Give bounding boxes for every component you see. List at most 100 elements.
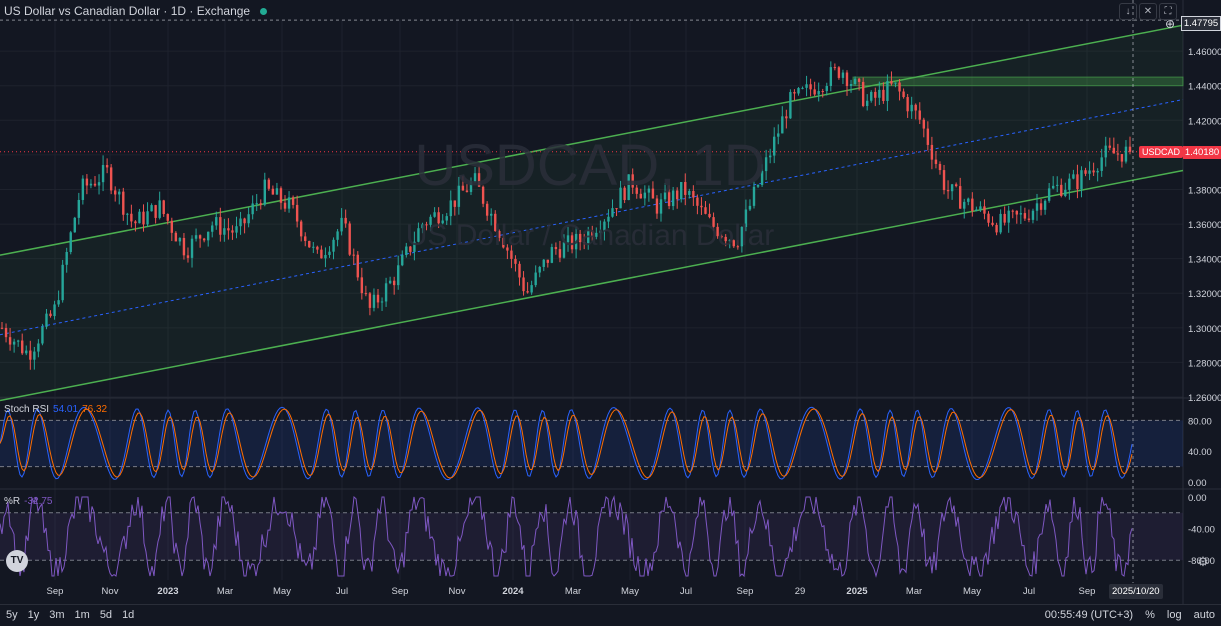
- time-tick-label: Sep: [47, 586, 64, 597]
- candle-body: [647, 188, 651, 193]
- time-tick-label: Sep: [1079, 586, 1096, 597]
- range-3m[interactable]: 3m: [49, 609, 65, 621]
- candle-body: [37, 343, 40, 352]
- channel-fill: [0, 25, 1183, 401]
- watermark-symbol: USDCAD, 1D: [414, 133, 765, 198]
- candle-body: [578, 233, 582, 243]
- stoch-k-line: [0, 406, 1133, 481]
- candle-body: [25, 350, 28, 354]
- candle-body: [684, 181, 687, 195]
- percent-toggle[interactable]: %: [1145, 609, 1155, 621]
- candle-body: [825, 85, 828, 92]
- range-1d[interactable]: 1d: [122, 609, 135, 621]
- candle-body: [441, 220, 444, 224]
- candle-body: [942, 170, 946, 191]
- candle-body: [457, 185, 461, 207]
- grid-lines: [0, 0, 1221, 604]
- candle-body: [1092, 170, 1095, 173]
- clock-time[interactable]: 00:55:49 (UTC+3): [1044, 609, 1134, 621]
- candle-body: [360, 277, 364, 294]
- price-tick-label: 1.46000: [1188, 47, 1221, 58]
- add-icon: ⊕: [1165, 17, 1175, 31]
- time-axis[interactable]: Sep Nov 2023 Mar May Jul Sep Nov 2024 Mar May Jul Se…: [47, 586, 1096, 597]
- arrow-down-icon[interactable]: ↓: [1119, 3, 1137, 20]
- candle-body: [243, 218, 246, 224]
- stoch-rsi-d-value: 76.32: [82, 404, 108, 415]
- candle-body: [308, 240, 311, 248]
- candle-body: [1051, 185, 1055, 189]
- candle-body: [1003, 213, 1006, 223]
- candle-body: [41, 326, 44, 344]
- candle-body: [550, 247, 554, 263]
- range-5d[interactable]: 5d: [99, 609, 113, 621]
- candle-body: [732, 240, 735, 247]
- candle-body: [918, 110, 921, 120]
- maximize-icon[interactable]: ⛶: [1159, 3, 1177, 20]
- range-5y[interactable]: 5y: [6, 609, 18, 621]
- price-tick-label: 1.30000: [1188, 324, 1221, 335]
- candle-body: [813, 89, 816, 95]
- candle-body: [158, 200, 161, 218]
- candle-body: [170, 220, 174, 233]
- candle-body: [1076, 174, 1079, 190]
- candle-body: [267, 179, 271, 189]
- candle-body: [316, 246, 319, 250]
- log-toggle[interactable]: log: [1166, 609, 1182, 621]
- range-1y[interactable]: 1y: [27, 609, 40, 621]
- tradingview-logo[interactable]: TV: [6, 550, 28, 572]
- candle-body: [469, 181, 473, 192]
- regression-channel[interactable]: [0, 24, 1184, 402]
- candle-body: [490, 213, 493, 216]
- candle-body: [882, 89, 885, 102]
- candle-body: [999, 213, 1002, 233]
- candle-body: [950, 184, 954, 192]
- candle-body: [202, 238, 206, 241]
- candle-body: [1039, 203, 1043, 210]
- candle-body: [894, 82, 897, 84]
- time-tick-label: 2023: [157, 586, 178, 597]
- candle-body: [712, 217, 715, 227]
- willr-band: [0, 512, 1183, 561]
- candle-body: [1088, 170, 1091, 174]
- stoch-rsi-legend[interactable]: Stoch RSI 54.01 76.32: [4, 404, 107, 415]
- candle-body: [845, 72, 849, 87]
- candle-body: [809, 84, 812, 90]
- range-1m[interactable]: 1m: [74, 609, 90, 621]
- candle-body: [902, 91, 905, 98]
- auto-toggle[interactable]: auto: [1193, 609, 1215, 621]
- candle-body: [817, 91, 820, 95]
- candle-body: [352, 254, 355, 256]
- candle-body: [562, 242, 566, 258]
- candle-body: [857, 78, 861, 82]
- candle-body: [582, 242, 586, 244]
- time-tick-label: Jul: [1023, 586, 1035, 597]
- candle-body: [623, 187, 626, 201]
- candle-body: [16, 340, 20, 342]
- candle-body: [655, 198, 659, 214]
- channel-upper-line: [0, 24, 1184, 256]
- candle-body: [198, 235, 202, 239]
- candle-body: [247, 214, 250, 224]
- candle-body: [465, 190, 469, 192]
- candle-body: [1023, 213, 1027, 219]
- price-axis[interactable]: 1.460001.440001.420001.400001.380001.360…: [1165, 17, 1221, 569]
- time-tick-label: Jul: [680, 586, 692, 597]
- candle-body: [680, 181, 683, 200]
- candle-body: [708, 213, 711, 218]
- candle-body: [922, 119, 926, 129]
- symbol-title[interactable]: US Dollar vs Canadian Dollar · 1D · Exch…: [4, 4, 251, 18]
- time-tick-label: Sep: [392, 586, 409, 597]
- candle-body: [61, 264, 64, 301]
- candle-body: [744, 209, 748, 228]
- williams-r-legend[interactable]: %R -32.75: [4, 496, 52, 507]
- candle-body: [344, 217, 347, 224]
- stoch-tick-label: 0.00: [1188, 478, 1207, 489]
- time-tick-label: 29: [795, 586, 806, 597]
- candle-body: [190, 238, 194, 258]
- candle-body: [538, 266, 541, 273]
- candle-body: [126, 213, 129, 215]
- close-icon[interactable]: ✕: [1139, 3, 1157, 20]
- candle-body: [958, 186, 962, 209]
- candle-body: [886, 81, 889, 102]
